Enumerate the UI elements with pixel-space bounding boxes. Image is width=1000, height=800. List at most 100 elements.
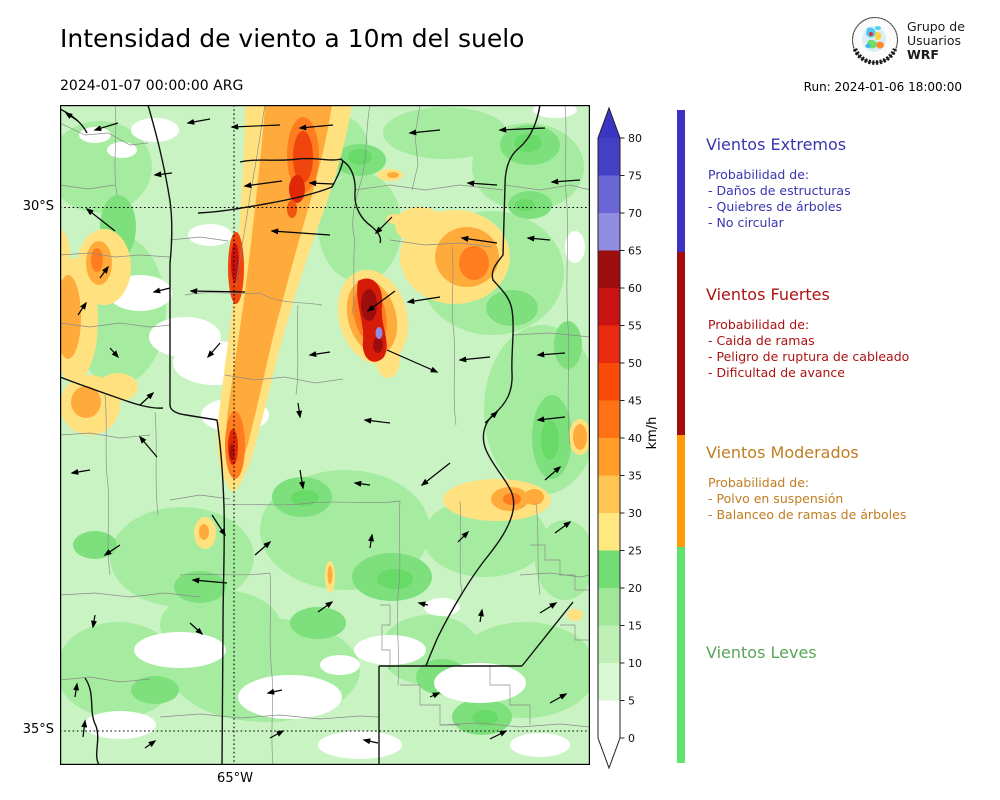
wind-arrow [269,730,285,739]
colorbar-tick-label: 10 [628,657,642,670]
wind-arrow [64,112,79,122]
colorbar-tick-label: 0 [628,732,635,745]
colorbar-tick-label: 80 [628,132,642,145]
colorbar-tick-label: 25 [628,545,642,558]
wind-map [48,102,600,766]
wind-arrow [243,180,283,189]
wind-arrow [478,608,484,623]
logo-line-2: Usuarios [907,33,962,48]
wind-vector-arrows [64,112,581,749]
wind-arrow [153,171,173,178]
wind-map-canvas [48,102,600,766]
ytick-35s: 35°S [22,722,54,737]
wind-arrow [353,480,371,487]
wind-arrow [308,180,334,187]
colorbar-segment [598,663,620,701]
wind-arrow [420,462,451,486]
ytick-30s: 30°S [22,199,54,214]
colorbar-tick-label: 45 [628,395,642,408]
wind-arrow [211,514,226,537]
colorbar-segment [598,513,620,551]
wind-arrow [103,544,121,556]
wind-arrow [363,417,391,424]
legend-category-lines: Probabilidad de: - Caida de ramas - Peli… [708,317,910,380]
wind-arrow [489,730,508,740]
colorbar-over-arrow [598,108,620,138]
colorbar-tick-label: 70 [628,207,642,220]
wind-arrow [206,342,221,359]
colorbar-segment [598,175,620,213]
wind-arrow [317,601,334,613]
wind-arrow [254,540,272,556]
legend-strip-segment [677,547,685,763]
legend-strip-segment [677,110,685,252]
colorbar-tick-label: 5 [628,695,635,708]
colorbar-segment [598,700,620,738]
wind-arrow [299,469,305,490]
wind-arrow [266,688,283,695]
wind-arrow [91,614,97,629]
colorbar-segment [598,438,620,476]
wind-arrow [368,533,375,549]
colorbar-tick-label: 20 [628,582,642,595]
legend-color-strip [677,110,685,763]
wind-arrow [539,602,558,614]
wind-arrow [109,347,120,359]
valid-time: 2024-01-07 00:00:00 ARG [60,78,244,94]
legend-category-fuertes: Vientos Fuertes Probabilidad de: - Caida … [706,285,996,381]
wind-arrow [73,682,80,698]
wind-arrow [406,296,441,305]
colorbar-tick-label: 35 [628,470,642,483]
colorbar-segment [598,325,620,363]
wind-arrow [526,235,551,242]
wind-arrow [191,577,228,584]
legend-category-title: Vientos Extremos [706,135,847,154]
wind-field-deepgreen-accents [291,134,559,726]
colorbar-tick-label: 55 [628,320,642,333]
wind-arrow [298,124,334,131]
wind-arrow [366,290,396,312]
wind-arrow [374,216,393,235]
wind-arrow [408,129,441,136]
wind-arrow [189,622,204,636]
colorbar-tick-label: 15 [628,620,642,633]
wind-arrow [85,208,116,232]
wind-arrow [144,740,157,749]
colorbar-segment [598,363,620,401]
wind-arrow [466,180,498,187]
colorbar-tick-label: 65 [628,245,642,258]
wind-arrow [498,126,546,133]
wind-field-small-spots [194,169,591,621]
wind-arrow [70,469,91,475]
colorbar-segment [598,625,620,663]
legend-category-extremos: Vientos Extremos Probabilidad de: - Daños… [706,135,996,231]
wind-arrow [152,287,171,294]
colorbar-segment [598,250,620,288]
logo-line-3: WRF [907,47,939,62]
colorbar-segment [598,550,620,588]
wind-arrow [429,692,441,699]
legend-category-leves: Vientos Leves [706,643,996,675]
wind-arrow [554,521,572,534]
legend-category-title: Vientos Moderados [706,443,859,462]
wind-field-east-orange-patch [395,207,510,304]
run-time: Run: 2024-01-06 18:00:00 [803,80,962,94]
wind-arrow [386,349,439,373]
wind-arrow [460,235,498,244]
wind-arrow [139,391,155,406]
page-title: Intensidad de viento a 10m del suelo [60,24,525,53]
colorbar-tick-label: 75 [628,170,642,183]
colorbar: 0 5 10 15 20 25 30 35 40 45 50 55 60 65 70 75 80 [597,106,642,770]
wrf-logo: Grupo de Usuarios WRF [849,12,965,70]
logo-line-1: Grupo de [907,19,965,34]
colorbar-tick-label: 50 [628,357,642,370]
wind-arrow [536,351,566,358]
xtick-65w: 65°W [217,771,253,786]
wind-field-strong-band [217,105,352,493]
wrf-logo-text: Grupo de Usuarios WRF [907,20,965,62]
legend-category-title: Vientos Leves [706,643,817,662]
colorbar-segment [598,400,620,438]
wind-arrow [549,693,568,704]
wind-arrow [99,265,109,279]
